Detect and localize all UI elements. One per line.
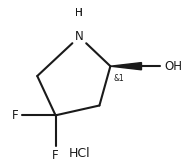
Text: &1: &1 [113, 74, 124, 83]
Text: N: N [75, 30, 84, 43]
Text: N: N [75, 30, 84, 43]
Text: F: F [11, 109, 18, 122]
Text: F: F [52, 149, 59, 162]
Text: H: H [75, 8, 83, 18]
Polygon shape [110, 63, 142, 70]
Text: H: H [75, 8, 83, 18]
Text: HCl: HCl [68, 147, 90, 160]
Text: OH: OH [164, 60, 182, 73]
